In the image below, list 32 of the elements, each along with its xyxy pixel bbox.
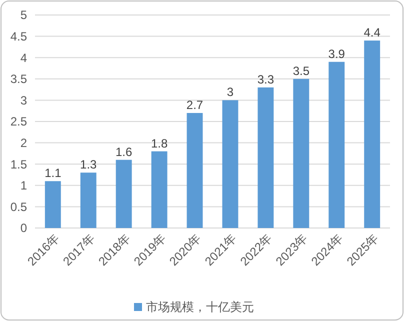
y-tick-label: 2.5	[10, 114, 28, 129]
bar	[328, 62, 345, 228]
bar	[151, 151, 168, 228]
data-label: 3.3	[257, 72, 274, 86]
bar	[258, 87, 274, 228]
y-tick-label: 3.5	[10, 72, 28, 86]
y-tick-label: 4.5	[10, 30, 28, 44]
y-tick-label: 2	[20, 136, 28, 150]
y-tick-label: 0	[20, 221, 28, 236]
y-tick-label: 4	[20, 50, 28, 65]
bar	[80, 172, 96, 228]
data-label: 1.3	[80, 158, 98, 172]
bar	[186, 112, 203, 228]
bar	[293, 78, 310, 228]
y-tick-label: 5	[20, 8, 28, 22]
data-label: 1.6	[115, 144, 133, 159]
data-label: 4.4	[364, 26, 381, 40]
y-tick-label: 0.5	[10, 200, 28, 214]
y-tick-label: 1.5	[10, 157, 28, 172]
y-tick-label: 3	[20, 93, 28, 108]
legend-label: 市场规模，十亿美元	[146, 300, 254, 314]
bar	[364, 40, 380, 228]
data-label: 3	[226, 85, 234, 100]
bar	[222, 100, 238, 228]
data-label: 2.7	[186, 98, 204, 112]
bar	[116, 160, 132, 228]
data-label: 3.5	[292, 64, 310, 78]
data-label: 1.1	[44, 166, 62, 180]
bar	[44, 181, 61, 228]
data-label: 3.9	[328, 46, 346, 61]
data-label: 1.8	[150, 136, 168, 150]
y-tick-label: 1	[20, 178, 28, 193]
